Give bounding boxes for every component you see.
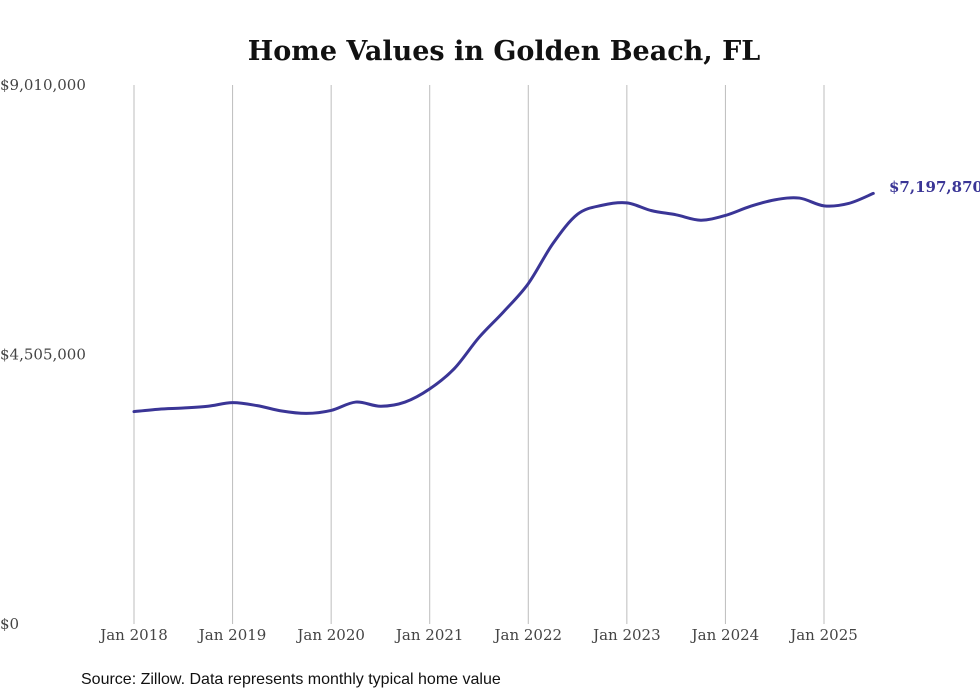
y-tick-label: $0 (0, 615, 19, 633)
x-tick-label: Jan 2018 (98, 626, 168, 644)
chart-title: Home Values in Golden Beach, FL (248, 36, 761, 67)
y-tick-label: $4,505,000 (0, 346, 86, 364)
series-line-0 (132, 191, 875, 415)
y-axis-ticks: $0 $4,505,000 $9,010,000 (0, 76, 86, 633)
x-tick-label: Jan 2021 (394, 626, 464, 644)
series-layer (132, 191, 875, 415)
x-tick-label: Jan 2022 (493, 626, 563, 644)
x-tick-label: Jan 2019 (197, 626, 267, 644)
x-axis-ticks: Jan 2018 Jan 2019 Jan 2020 Jan 2021 Jan 2022… (98, 626, 858, 644)
x-tick-label: Jan 2020 (295, 626, 365, 644)
y-tick-label: $9,010,000 (0, 76, 86, 94)
end-value-label: $7,197,870 (889, 178, 980, 196)
source-note: Source: Zillow. Data represents monthly … (81, 671, 501, 688)
gridlines (133, 85, 825, 624)
x-tick-label: Jan 2025 (788, 626, 858, 644)
x-tick-label: Jan 2023 (591, 626, 661, 644)
x-tick-label: Jan 2024 (690, 626, 760, 644)
